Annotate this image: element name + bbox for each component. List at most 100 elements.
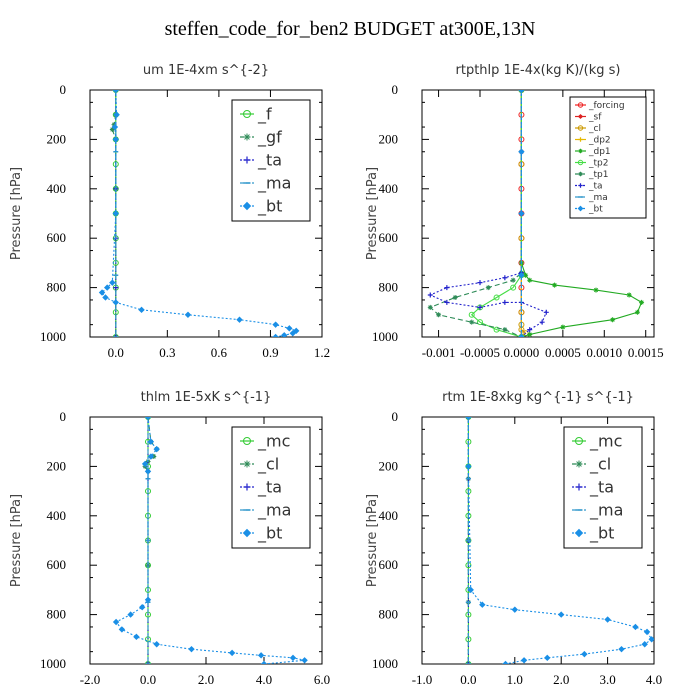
x-tick-label: 1.2 — [314, 345, 330, 360]
data-point — [153, 445, 160, 453]
data-point — [518, 148, 525, 155]
data-point — [112, 90, 119, 94]
x-tick-label: 0.0015 — [628, 345, 664, 360]
x-tick-label: 3.0 — [599, 672, 615, 687]
legend-label: _tp2 — [588, 159, 608, 169]
data-point — [485, 285, 491, 291]
data-point — [272, 333, 279, 337]
data-point — [527, 327, 533, 333]
legend: _mc _cl _ta _ma _bt — [563, 426, 643, 549]
data-point — [289, 330, 296, 337]
y-tick-label: 200 — [47, 458, 67, 473]
chart-title: thlm 1E-5xK s^{-1} — [141, 390, 272, 405]
y-axis-label: Pressure [hPa] — [365, 494, 380, 587]
data-point — [477, 280, 483, 286]
data-point — [610, 317, 616, 323]
legend-marker — [575, 483, 583, 491]
y-tick-label: 200 — [379, 458, 399, 473]
data-point — [147, 438, 155, 445]
x-tick-label: 0.0010 — [586, 345, 622, 360]
data-point — [477, 304, 483, 310]
legend: _mc _cl _ta _ma _bt — [231, 426, 311, 549]
chart-title: um 1E-4xm s^{-2} — [143, 63, 269, 78]
y-axis-label: Pressure [hPa] — [365, 167, 380, 260]
data-point — [427, 292, 433, 298]
data-point — [557, 611, 565, 618]
legend-marker — [578, 148, 583, 154]
x-tick-label: -2.0 — [80, 672, 101, 687]
y-tick-label: 600 — [47, 557, 67, 572]
y-tick-label: 800 — [379, 280, 399, 295]
legend-label: _dp1 — [588, 147, 611, 157]
series-group — [98, 90, 300, 337]
data-point — [112, 618, 120, 626]
data-point — [543, 309, 549, 315]
legend-marker — [577, 125, 584, 131]
legend-marker — [242, 201, 252, 211]
legend-marker — [243, 483, 251, 491]
data-point — [618, 645, 625, 653]
data-point — [98, 289, 106, 296]
data-point — [427, 304, 433, 310]
data-point — [301, 657, 308, 664]
data-point — [581, 650, 588, 658]
data-point — [113, 111, 120, 118]
y-tick-label: 400 — [47, 508, 67, 523]
data-point — [236, 316, 243, 323]
legend-label: _bt — [257, 524, 282, 544]
data-point — [493, 294, 500, 301]
data-point — [518, 210, 525, 217]
data-point — [477, 319, 483, 326]
legend-label: _cl — [589, 455, 611, 475]
data-point — [502, 327, 508, 333]
legend-label: _cl — [588, 124, 601, 134]
data-point — [520, 657, 528, 664]
data-point — [138, 306, 145, 314]
y-tick-label: 800 — [47, 607, 67, 622]
series-line-tp1 — [429, 90, 522, 337]
data-point — [102, 294, 109, 301]
x-tick-label: 0.0 — [460, 672, 476, 687]
legend-label: _ta — [589, 478, 614, 498]
y-axis-label: Pressure [hPa] — [9, 494, 24, 587]
data-point — [188, 645, 195, 653]
plot-frame — [89, 89, 323, 338]
legend-label: _tp1 — [588, 170, 608, 180]
y-tick-label: 1000 — [40, 656, 66, 671]
x-tick-label: 0.0 — [140, 672, 156, 687]
legend-marker — [243, 110, 251, 118]
data-point — [144, 468, 152, 475]
data-point — [144, 417, 152, 421]
data-point — [467, 586, 474, 594]
data-point — [539, 319, 545, 325]
data-point — [527, 277, 533, 283]
data-point — [112, 299, 119, 306]
x-tick-label: 6.0 — [314, 672, 330, 687]
x-tick-label: -0.001 — [422, 345, 456, 360]
legend: _f _gf _ta _ma _bt — [231, 99, 311, 222]
data-point — [153, 641, 160, 648]
y-tick-label: 400 — [47, 181, 67, 196]
plot-frame — [421, 89, 655, 338]
legend-label: _ta — [257, 151, 282, 171]
data-point — [127, 611, 134, 618]
data-point — [452, 294, 458, 300]
data-point — [518, 333, 525, 337]
data-point — [632, 623, 639, 631]
y-tick-label: 400 — [379, 508, 399, 523]
data-point — [552, 282, 558, 288]
data-point — [112, 136, 119, 143]
legend-marker — [578, 171, 583, 177]
legend-label: _sf — [588, 113, 602, 123]
data-point — [436, 312, 442, 318]
legend-label: _ma — [589, 501, 623, 521]
x-tick-label: 4.0 — [256, 672, 272, 687]
x-tick-label: 0.9 — [262, 345, 278, 360]
legend-label: _ta — [257, 478, 282, 498]
legend-label: _cl — [257, 455, 279, 475]
legend-marker — [243, 156, 251, 164]
legend-label: _bt — [257, 197, 282, 217]
data-point — [293, 327, 300, 335]
y-tick-label: 200 — [47, 131, 67, 146]
plot-frame — [421, 416, 655, 665]
